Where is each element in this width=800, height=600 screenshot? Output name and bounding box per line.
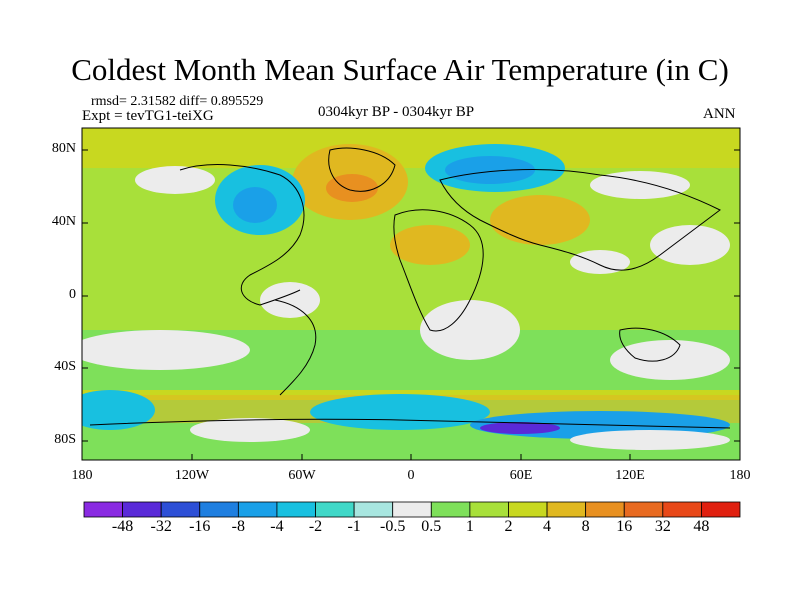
colorbar-label: 2 xyxy=(504,518,513,535)
lon-label: 60E xyxy=(509,468,533,483)
temperature-field xyxy=(82,128,740,460)
colorbar-label: -48 xyxy=(111,518,134,535)
experiment-label: Expt = tevTG1-teiXG xyxy=(82,108,214,124)
colorbar-label: 0.5 xyxy=(421,518,442,535)
colorbar-swatch xyxy=(392,501,432,518)
colorbar-label: -0.5 xyxy=(380,518,406,535)
colorbar-label: 8 xyxy=(581,518,590,535)
lat-label: 80S xyxy=(54,432,76,447)
lat-label: 0 xyxy=(69,287,76,302)
colorbar-swatch xyxy=(353,501,394,518)
lon-label: 0 xyxy=(407,468,415,483)
lon-label: 180 xyxy=(729,468,751,483)
season-label: ANN xyxy=(703,106,736,122)
colorbar-label: -2 xyxy=(308,518,323,535)
colorbar-swatch xyxy=(122,501,162,518)
colorbar-swatch xyxy=(430,501,471,518)
colorbar-label: -4 xyxy=(270,518,284,535)
colorbar-label: -8 xyxy=(231,518,245,535)
axis-ticks xyxy=(82,149,740,460)
colorbar-swatch xyxy=(160,501,201,518)
lon-label: 120W xyxy=(174,468,210,483)
colorbar-label: -1 xyxy=(347,518,361,535)
colorbar-swatch xyxy=(315,501,355,518)
colorbar-label: 1 xyxy=(465,518,474,535)
colorbar-swatch xyxy=(469,501,509,518)
colorbar-swatch xyxy=(623,501,664,518)
colorbar-label: -32 xyxy=(150,518,172,535)
colorbar-swatch xyxy=(546,501,587,518)
lat-label: 40N xyxy=(51,214,76,229)
colorbar xyxy=(83,501,741,518)
colorbar-swatch xyxy=(701,501,741,518)
colorbar-label: 16 xyxy=(616,518,633,535)
colorbar-label: 4 xyxy=(543,518,552,535)
stats-label: rmsd= 2.31582 diff= 0.895529 xyxy=(91,94,264,109)
period-label: 0304kyr BP - 0304kyr BP xyxy=(318,104,475,120)
colorbar-label: -16 xyxy=(189,518,211,535)
lat-label: 40S xyxy=(54,359,76,374)
lon-label: 60W xyxy=(288,468,316,483)
colorbar-swatch xyxy=(83,501,123,518)
coastlines xyxy=(89,147,731,429)
colorbar-swatch xyxy=(585,501,625,518)
colorbar-label: 48 xyxy=(693,518,710,535)
map-title: Coldest Month Mean Surface Air Temperatu… xyxy=(71,52,729,87)
colorbar-label: 32 xyxy=(654,518,671,535)
lon-label: 120E xyxy=(615,468,645,483)
colorbar-swatch xyxy=(276,501,316,518)
colorbar-swatch xyxy=(237,501,278,518)
colorbar-swatch xyxy=(199,501,239,518)
colorbar-swatch xyxy=(662,501,702,518)
lon-label: 180 xyxy=(71,468,93,483)
lat-label: 80N xyxy=(51,141,76,156)
colorbar-swatch xyxy=(508,501,548,518)
